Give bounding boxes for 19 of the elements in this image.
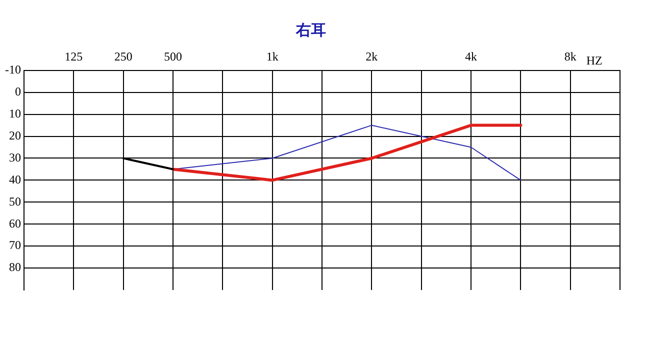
y-tick-label: 70: [8, 238, 21, 252]
y-tick-label: 0: [14, 84, 21, 99]
x-tick-label: 4k: [465, 49, 477, 64]
y-tick-label: 30: [8, 150, 21, 164]
x-tick-label: 250: [114, 49, 132, 64]
chart-title: 右耳: [295, 20, 326, 39]
y-tick-label: 40: [8, 172, 21, 186]
y-tick-label: 60: [8, 216, 21, 230]
y-tick-label: 80: [8, 260, 21, 274]
x-tick-label: 1k: [266, 49, 278, 64]
y-tick-label: -10: [4, 62, 21, 77]
x-tick-label: 8k: [564, 49, 576, 64]
y-tick-label: 50: [8, 194, 21, 208]
x-tick-label: 500: [164, 49, 182, 64]
x-axis-title: HZ: [586, 53, 602, 68]
y-tick-label: 20: [8, 128, 21, 142]
y-tick-label: 10: [8, 106, 21, 120]
x-tick-label: 2k: [366, 49, 378, 64]
x-tick-label: 125: [64, 49, 83, 64]
